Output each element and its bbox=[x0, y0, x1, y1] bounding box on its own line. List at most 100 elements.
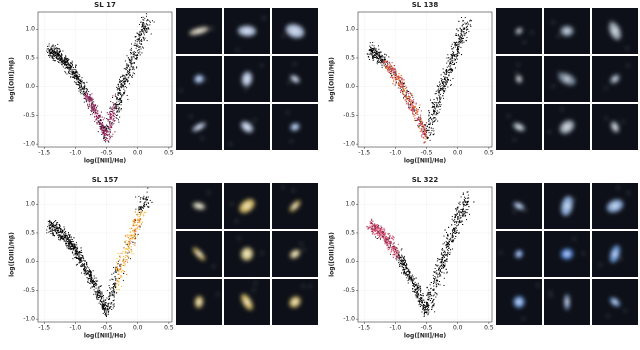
point bbox=[126, 74, 127, 75]
point bbox=[69, 237, 70, 238]
point bbox=[456, 29, 457, 30]
point bbox=[456, 56, 457, 57]
point bbox=[119, 99, 120, 100]
point bbox=[444, 257, 445, 258]
point bbox=[413, 101, 414, 102]
point bbox=[123, 79, 124, 80]
point bbox=[68, 243, 69, 244]
point bbox=[107, 112, 108, 113]
point bbox=[420, 131, 421, 132]
point bbox=[55, 220, 56, 221]
point bbox=[83, 94, 84, 95]
point bbox=[94, 117, 95, 118]
point bbox=[436, 112, 437, 113]
point bbox=[65, 56, 66, 57]
point bbox=[436, 293, 437, 294]
point bbox=[399, 264, 400, 265]
point bbox=[66, 67, 67, 68]
point bbox=[60, 230, 61, 231]
point bbox=[129, 240, 130, 241]
point bbox=[424, 315, 425, 316]
point bbox=[114, 120, 115, 121]
point bbox=[435, 109, 436, 110]
point bbox=[106, 132, 107, 133]
point bbox=[83, 269, 84, 270]
point bbox=[69, 246, 70, 247]
point bbox=[433, 103, 434, 104]
point bbox=[110, 132, 111, 133]
point bbox=[435, 292, 436, 293]
point bbox=[149, 24, 150, 25]
point bbox=[73, 248, 74, 249]
point bbox=[98, 288, 99, 289]
point bbox=[60, 228, 61, 229]
point bbox=[126, 75, 127, 76]
point bbox=[81, 266, 82, 267]
point bbox=[49, 225, 50, 226]
point bbox=[381, 55, 382, 56]
point bbox=[125, 252, 126, 253]
point bbox=[119, 265, 120, 266]
point bbox=[462, 42, 463, 43]
point bbox=[394, 72, 395, 73]
point bbox=[468, 195, 469, 196]
point bbox=[88, 278, 89, 279]
point bbox=[399, 85, 400, 86]
point bbox=[439, 281, 440, 282]
point bbox=[147, 31, 148, 32]
x-tick-label: -1.5 bbox=[358, 150, 370, 157]
star bbox=[552, 85, 554, 87]
point bbox=[461, 35, 462, 36]
point bbox=[466, 37, 467, 38]
point bbox=[139, 46, 140, 47]
point bbox=[443, 262, 444, 263]
point bbox=[405, 99, 406, 100]
point bbox=[136, 48, 137, 49]
point bbox=[102, 123, 103, 124]
point bbox=[128, 57, 129, 58]
point bbox=[58, 239, 59, 240]
point bbox=[461, 41, 462, 42]
point bbox=[86, 268, 87, 269]
point bbox=[379, 53, 380, 54]
point bbox=[385, 61, 386, 62]
point bbox=[456, 210, 457, 211]
star bbox=[558, 71, 560, 73]
point bbox=[438, 265, 439, 266]
point bbox=[433, 286, 434, 287]
point bbox=[129, 70, 130, 71]
point bbox=[433, 275, 434, 276]
point bbox=[64, 240, 65, 241]
point bbox=[115, 94, 116, 95]
point bbox=[124, 68, 125, 69]
point bbox=[59, 228, 60, 229]
point bbox=[401, 263, 402, 264]
point bbox=[403, 83, 404, 84]
point bbox=[430, 134, 431, 135]
point bbox=[127, 262, 128, 263]
point bbox=[444, 77, 445, 78]
point bbox=[139, 34, 140, 35]
point bbox=[457, 209, 458, 210]
point bbox=[106, 127, 107, 128]
point bbox=[110, 280, 111, 281]
y-axis-label: log([OIII]/Hβ) bbox=[9, 57, 16, 102]
point bbox=[452, 44, 453, 45]
point bbox=[451, 72, 452, 73]
point bbox=[450, 252, 451, 253]
point bbox=[96, 278, 97, 279]
point bbox=[103, 308, 104, 309]
point bbox=[432, 124, 433, 125]
point bbox=[413, 114, 414, 115]
point bbox=[111, 117, 112, 118]
point bbox=[465, 198, 466, 199]
point bbox=[139, 37, 140, 38]
point bbox=[448, 75, 449, 76]
point bbox=[53, 234, 54, 235]
point bbox=[456, 225, 457, 226]
point bbox=[119, 274, 120, 275]
point bbox=[90, 114, 91, 115]
point bbox=[96, 112, 97, 113]
point bbox=[460, 204, 461, 205]
point bbox=[49, 228, 50, 229]
